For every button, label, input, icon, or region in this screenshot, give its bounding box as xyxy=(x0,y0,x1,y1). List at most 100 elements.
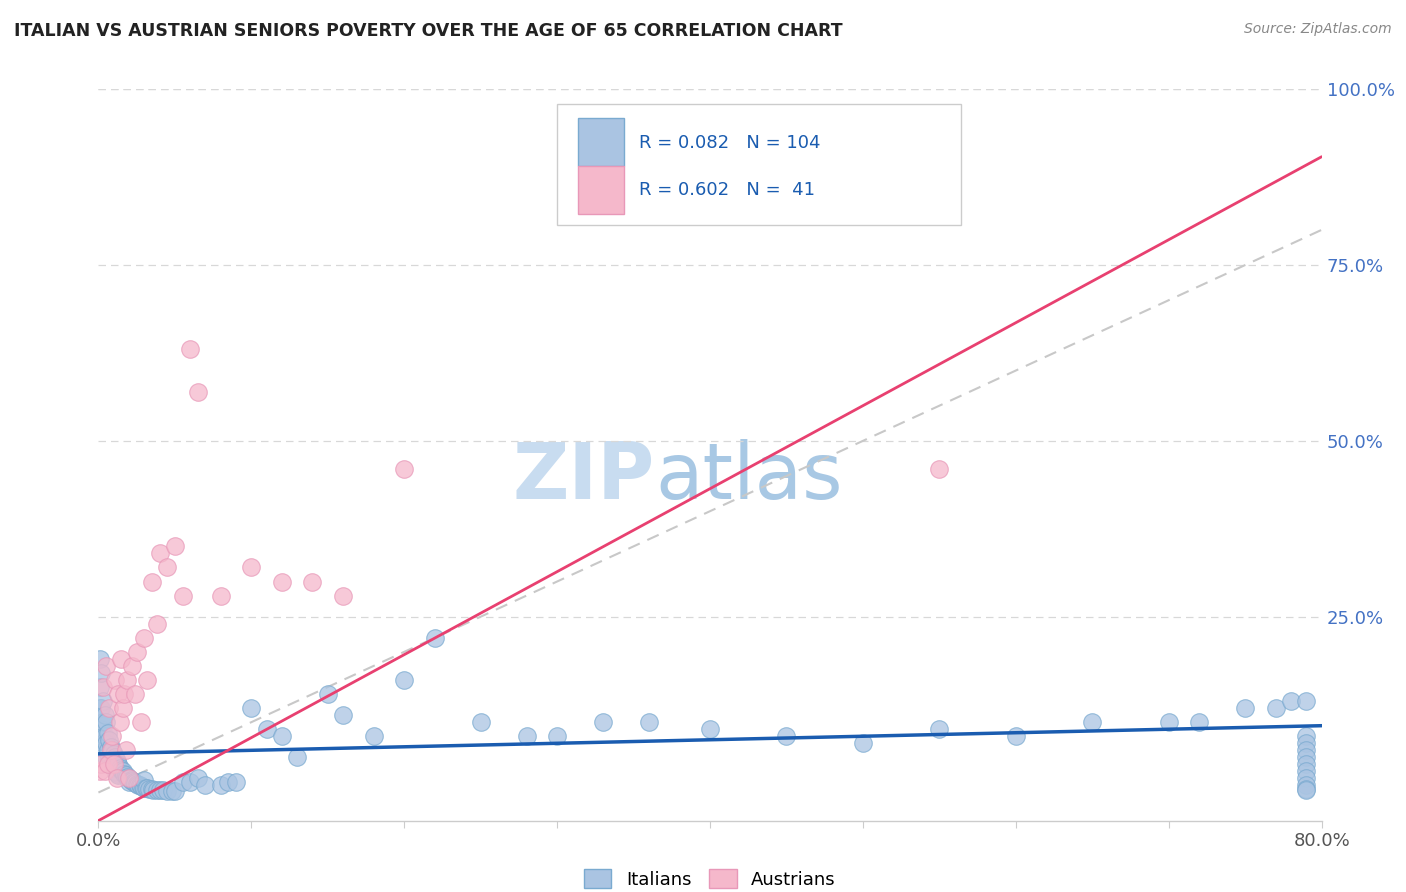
Point xyxy=(134,631,156,645)
Point xyxy=(699,723,721,737)
Point xyxy=(136,781,159,796)
Point xyxy=(187,772,209,786)
Point xyxy=(91,736,114,750)
Point xyxy=(97,725,120,739)
FancyBboxPatch shape xyxy=(557,103,960,225)
Point xyxy=(1295,694,1317,708)
Point xyxy=(117,770,139,784)
Point xyxy=(209,779,232,793)
Point xyxy=(118,772,141,786)
Point xyxy=(112,766,135,780)
Point xyxy=(89,680,111,694)
Point xyxy=(98,701,121,715)
Point xyxy=(97,743,120,757)
Point xyxy=(1295,764,1317,779)
Point xyxy=(90,723,112,737)
Point xyxy=(104,764,127,779)
Point xyxy=(217,775,239,789)
Text: R = 0.082   N = 104: R = 0.082 N = 104 xyxy=(640,134,821,152)
Point xyxy=(1295,729,1317,743)
Point xyxy=(149,546,172,560)
Point xyxy=(112,687,135,701)
Point xyxy=(97,757,120,772)
Point xyxy=(270,574,292,589)
Point xyxy=(117,673,139,687)
Point xyxy=(103,761,125,775)
Point xyxy=(1295,757,1317,772)
Point xyxy=(121,659,143,673)
Point xyxy=(637,715,661,730)
Point xyxy=(118,772,141,786)
Point xyxy=(172,775,194,789)
Point xyxy=(93,729,115,743)
Point xyxy=(94,715,117,730)
Point xyxy=(89,701,111,715)
Text: ITALIAN VS AUSTRIAN SENIORS POVERTY OVER THE AGE OF 65 CORRELATION CHART: ITALIAN VS AUSTRIAN SENIORS POVERTY OVER… xyxy=(14,22,842,40)
Point xyxy=(179,775,201,789)
Point xyxy=(1279,694,1302,708)
Point xyxy=(1295,736,1317,750)
Point xyxy=(100,739,122,754)
Point xyxy=(928,723,950,737)
Point xyxy=(187,384,209,399)
Point xyxy=(1295,743,1317,757)
Point xyxy=(93,764,115,779)
Point xyxy=(107,757,129,772)
Point xyxy=(152,783,174,797)
Point xyxy=(132,780,155,794)
Point xyxy=(1295,772,1317,786)
Point xyxy=(392,462,416,476)
Text: R = 0.602   N =  41: R = 0.602 N = 41 xyxy=(640,181,815,199)
Point xyxy=(90,701,112,715)
Point xyxy=(94,736,117,750)
Point xyxy=(110,763,132,777)
Bar xyxy=(578,166,624,213)
Point xyxy=(125,645,148,659)
Point xyxy=(91,680,114,694)
Point xyxy=(91,694,114,708)
Point xyxy=(124,776,146,790)
Point xyxy=(240,701,263,715)
Point xyxy=(1004,729,1026,743)
Point xyxy=(392,673,416,687)
Legend: Italians, Austrians: Italians, Austrians xyxy=(578,862,842,892)
Point xyxy=(138,782,160,797)
Point xyxy=(592,715,614,730)
Point xyxy=(134,780,156,795)
Point xyxy=(124,687,146,701)
Point xyxy=(107,768,129,782)
Point xyxy=(1295,783,1317,797)
Point xyxy=(470,715,492,730)
Point xyxy=(136,673,159,687)
Point xyxy=(160,784,183,798)
Point xyxy=(120,772,142,787)
Point xyxy=(104,673,127,687)
Point xyxy=(101,757,124,772)
Point xyxy=(118,775,141,789)
Point xyxy=(103,757,125,772)
Point xyxy=(129,779,152,793)
Point xyxy=(145,616,167,631)
Point xyxy=(111,764,134,779)
Point xyxy=(108,715,131,730)
Point xyxy=(1234,701,1257,715)
Point xyxy=(240,560,263,574)
Point xyxy=(129,715,152,730)
Point xyxy=(1188,715,1211,730)
Bar xyxy=(578,119,624,166)
Point xyxy=(928,462,950,476)
Point xyxy=(103,747,125,761)
Point xyxy=(163,784,186,798)
Point xyxy=(115,743,138,757)
Point xyxy=(134,772,156,787)
Point xyxy=(142,782,165,797)
Point xyxy=(1264,701,1286,715)
Point xyxy=(209,589,232,603)
Point xyxy=(852,736,875,750)
Point xyxy=(163,539,186,553)
Point xyxy=(332,589,354,603)
Point xyxy=(179,343,201,357)
Point xyxy=(98,732,121,747)
Point xyxy=(423,631,446,645)
Point xyxy=(94,750,117,764)
